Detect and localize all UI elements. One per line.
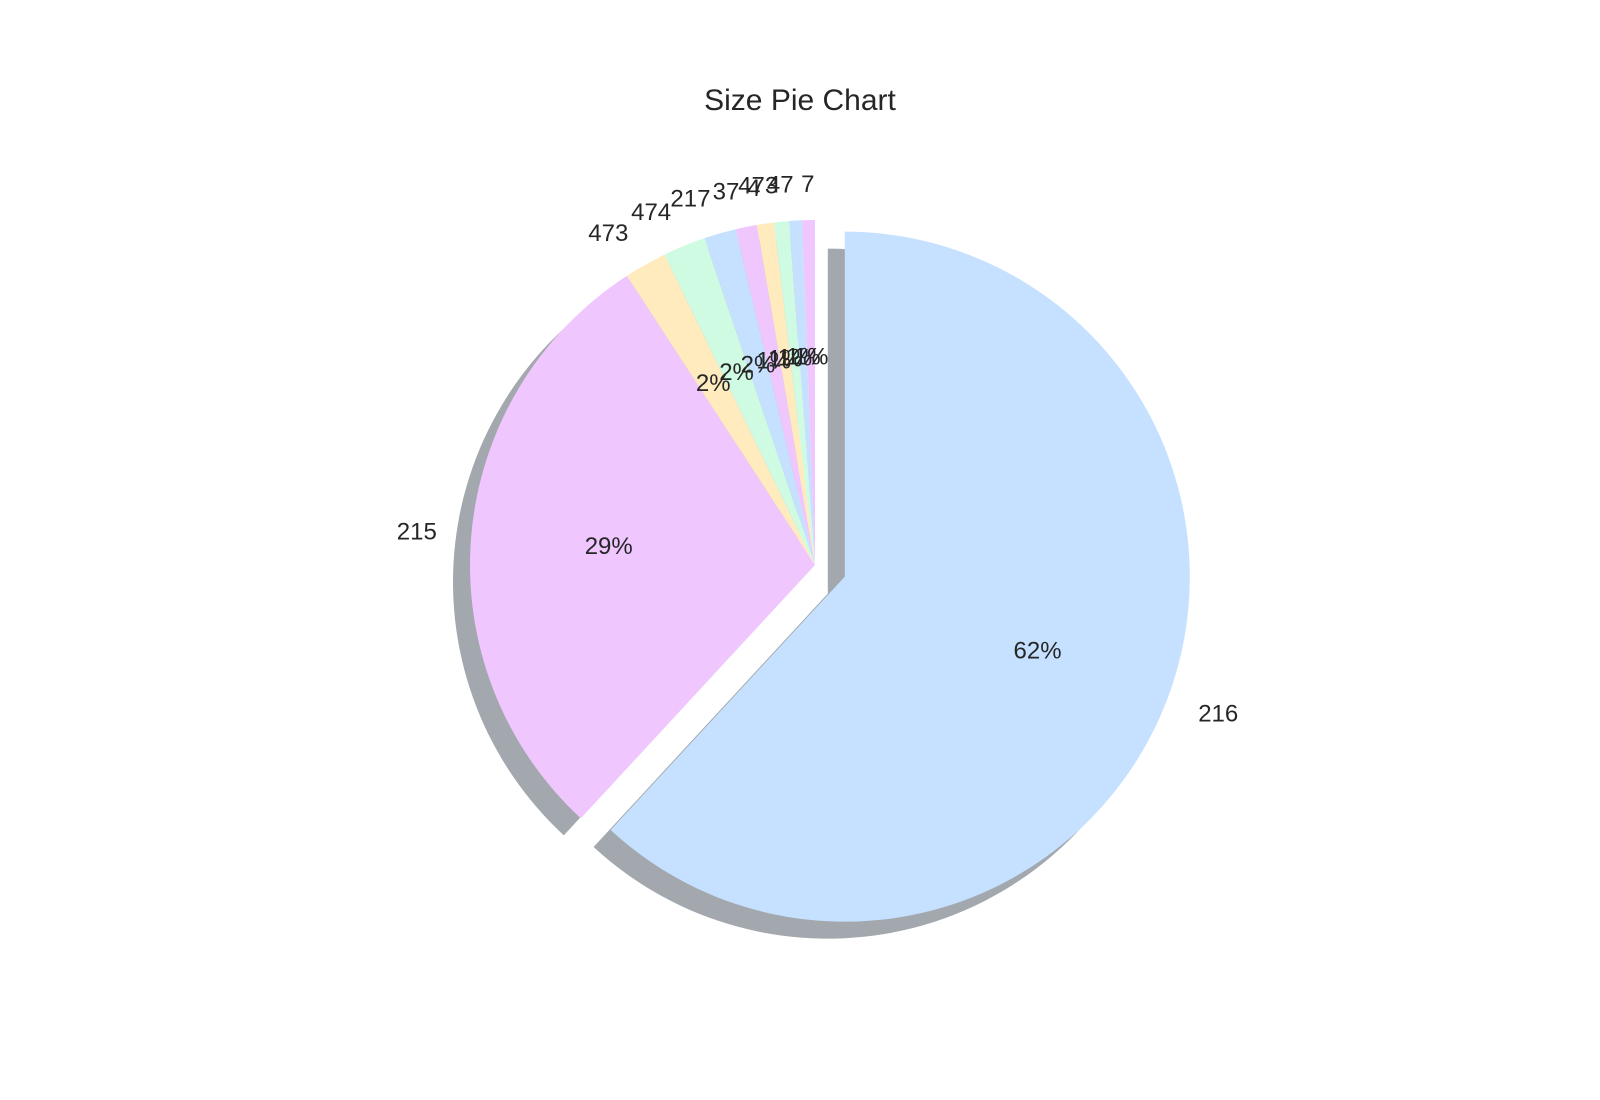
slice-percent-label: 2% bbox=[741, 351, 776, 378]
pie-slice-473 bbox=[773, 220, 815, 566]
slice-label: 37 bbox=[713, 178, 740, 205]
pie-slice-4 bbox=[756, 222, 815, 565]
slice-percent-label: 1% bbox=[768, 345, 803, 372]
chart-title: Size Pie Chart bbox=[704, 84, 896, 117]
slice-label: 473 bbox=[738, 173, 778, 200]
pie-slice-473 bbox=[626, 254, 815, 565]
slice-label: 215 bbox=[397, 518, 437, 545]
slice-label: 217 bbox=[670, 186, 710, 213]
pie-slice-217 bbox=[704, 229, 815, 565]
pie-slice-215 bbox=[469, 275, 815, 819]
slice-label: 7 bbox=[801, 171, 814, 198]
slice-label: 47 bbox=[767, 171, 794, 198]
pie-slice-47 bbox=[789, 220, 815, 566]
slice-percent-label: 62% bbox=[1014, 637, 1062, 664]
pie-slice-474 bbox=[664, 238, 815, 565]
slice-label: 473 bbox=[588, 220, 628, 247]
pie-slice-216 bbox=[610, 231, 1190, 922]
slice-label: 4 bbox=[747, 175, 760, 202]
slice-percent-label: 29% bbox=[585, 533, 633, 560]
slice-percent-label: 1% bbox=[756, 347, 791, 374]
slice-percent-label: 2% bbox=[696, 370, 731, 397]
pie-slice-7 bbox=[802, 220, 815, 565]
slice-percent-label: 1% bbox=[794, 343, 829, 370]
slice-percent-label: 1% bbox=[778, 344, 813, 371]
slice-label: 216 bbox=[1198, 700, 1238, 727]
pie-slice-37 bbox=[735, 224, 815, 565]
slice-percent-label: 1% bbox=[786, 344, 821, 371]
slice-percent-label: 2% bbox=[719, 359, 754, 386]
slice-label: 474 bbox=[631, 199, 671, 226]
